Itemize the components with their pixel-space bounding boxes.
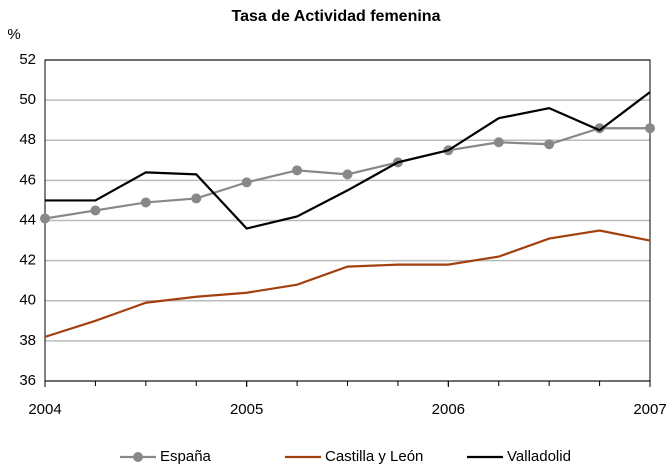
x-tick-label: 2004 xyxy=(28,401,61,418)
point xyxy=(241,177,252,188)
y-tick-label: 50 xyxy=(19,91,36,108)
y-tick-label: 42 xyxy=(19,252,36,269)
legend-marker xyxy=(133,452,143,462)
point xyxy=(544,139,555,150)
x-tick-label: 2005 xyxy=(230,401,263,418)
point xyxy=(594,123,605,134)
y-tick-label: 38 xyxy=(19,332,36,349)
point xyxy=(40,213,50,224)
y-tick-label: 46 xyxy=(19,171,36,188)
legend-label: Valladolid xyxy=(507,448,571,465)
legend-label: España xyxy=(160,448,212,465)
x-tick-label: 2007 xyxy=(633,401,666,418)
x-tick-label: 2006 xyxy=(432,401,465,418)
y-tick-label: 52 xyxy=(19,51,36,68)
point xyxy=(140,197,151,208)
point xyxy=(90,205,101,216)
legend-label: Castilla y León xyxy=(325,448,423,465)
point xyxy=(191,193,202,204)
y-tick-label: 44 xyxy=(19,211,36,228)
point xyxy=(292,165,303,176)
point xyxy=(645,123,655,134)
y-tick-label: 40 xyxy=(19,292,36,309)
y-tick-label: 36 xyxy=(19,372,36,389)
point xyxy=(342,169,353,180)
y-axis-label: % xyxy=(7,26,20,43)
series-line xyxy=(45,91,651,230)
series-line xyxy=(44,229,651,338)
chart-title: Tasa de Actividad femenina xyxy=(232,8,441,25)
y-tick-label: 48 xyxy=(19,131,36,148)
point xyxy=(493,137,504,148)
